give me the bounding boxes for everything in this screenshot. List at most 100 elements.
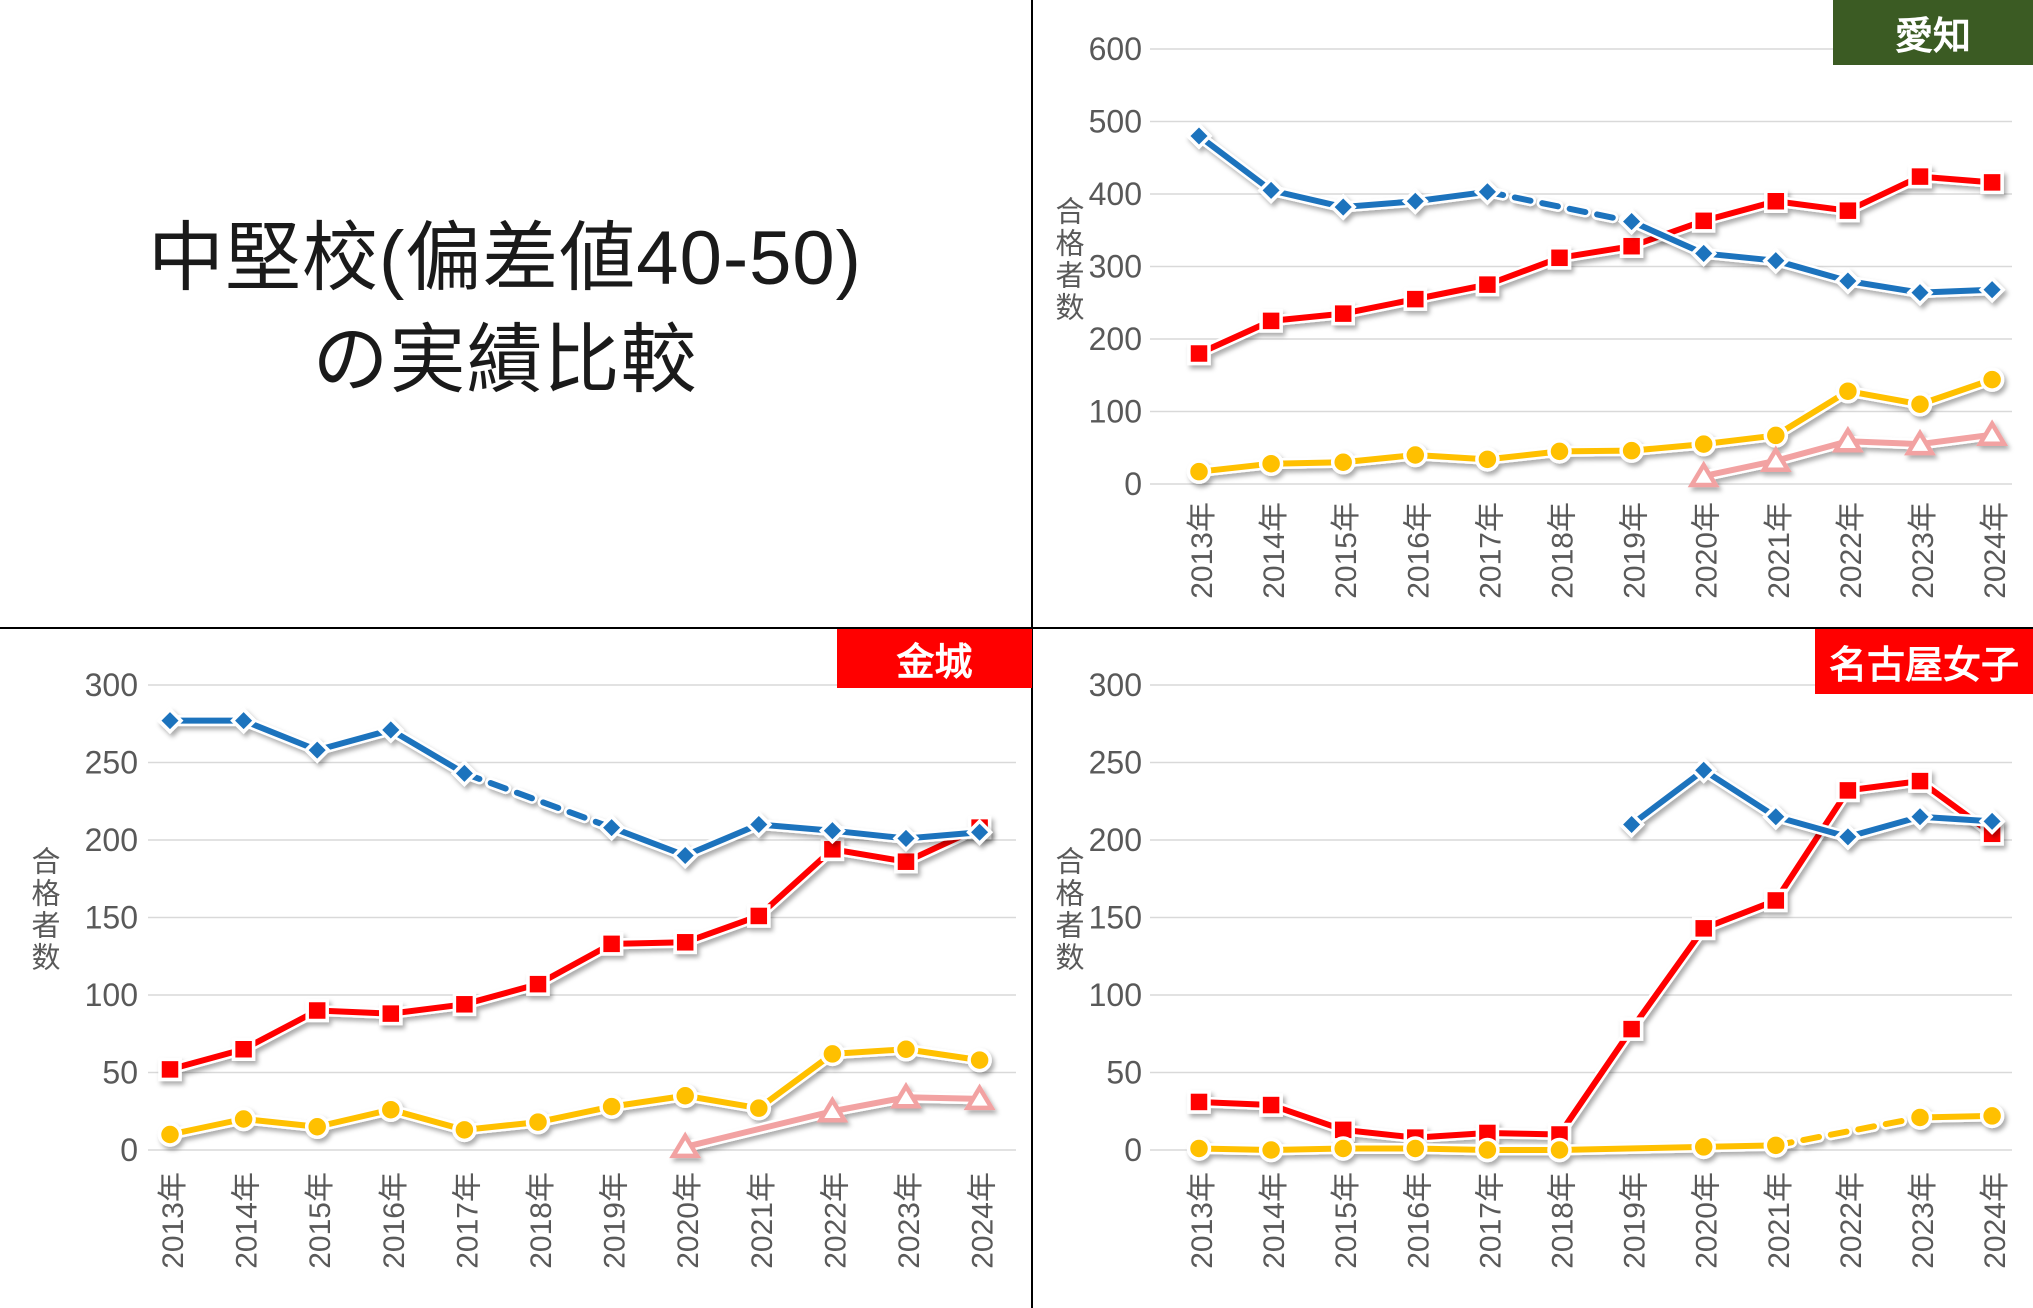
marker-diamond: [1690, 756, 1718, 784]
segment: [314, 1106, 394, 1130]
y-tick-label: 100: [1089, 394, 1142, 430]
marker-circle: [1979, 367, 2005, 392]
x-tick-label: 2022年: [1835, 1172, 1868, 1269]
y-tick-label: 200: [1089, 321, 1142, 357]
chart-nagoya-joshi: 0 50 100 150 200 250 300 2013年 2014年 2015年 2016年 20…: [1089, 667, 2012, 1269]
marker-circle: [1475, 1137, 1500, 1163]
segment: [1772, 813, 1851, 840]
y-tick-label: 100: [1089, 977, 1142, 1013]
y-tick-label: 0: [1124, 466, 1142, 502]
series-blue-diamond: [1185, 122, 2006, 307]
marker-circle: [893, 1037, 919, 1062]
y-tick-label: 400: [1089, 176, 1142, 212]
x-tick-label: 2017年: [1474, 502, 1507, 599]
x-tick-label: 2016年: [1402, 502, 1435, 599]
marker-diamond: [598, 814, 626, 842]
marker-diamond: [1762, 803, 1790, 831]
marker-square: [1547, 246, 1572, 270]
line: [167, 1046, 983, 1138]
marker-square: [599, 932, 624, 956]
marker-circle: [1186, 459, 1212, 484]
marker-diamond: [377, 716, 405, 744]
x-tick-label: 2018年: [525, 1172, 558, 1269]
marker-square: [1187, 1090, 1211, 1114]
segment: [829, 846, 909, 865]
x-tick-label: 2019年: [1619, 1172, 1652, 1269]
marker-triangle: [1976, 419, 2009, 446]
line: [1700, 431, 1996, 480]
y-axis-title-nagoya-joshi: 合格者数: [1051, 846, 1083, 974]
marker-circle: [1763, 423, 1789, 448]
segment: [903, 1046, 983, 1064]
x-tick-label: 2024年: [1979, 1172, 2012, 1269]
marker-diamond: [1834, 267, 1862, 295]
marker-square: [1259, 309, 1283, 333]
segment: [314, 726, 394, 754]
y-tick-label: 300: [1089, 667, 1142, 703]
marker-circle: [378, 1097, 404, 1122]
segment: [1268, 310, 1347, 324]
x-tick-label: 2018年: [1547, 1172, 1580, 1269]
y-tick-label: 0: [120, 1132, 138, 1168]
series-blue-diamond: [1618, 756, 2006, 851]
marker-circle: [1907, 1105, 1933, 1130]
marker-triangle: [890, 1081, 922, 1109]
badge-aichi: 愛知: [1833, 0, 2033, 65]
marker-triangle: [1831, 425, 1864, 453]
series-pink-triangle: [669, 1081, 996, 1159]
segment: [1772, 787, 1851, 904]
segment: [387, 726, 468, 777]
marker-square: [1619, 1017, 1644, 1041]
marker-circle: [1835, 378, 1861, 404]
marker-square: [1259, 1093, 1283, 1117]
segment: [829, 827, 909, 842]
x-tick-label: 2021年: [1763, 1172, 1796, 1269]
marker-circle: [820, 1041, 845, 1067]
marker-circle: [1258, 1137, 1284, 1163]
marker-diamond: [745, 811, 773, 838]
segment: [1556, 1026, 1635, 1138]
x-tick-label: 2021年: [746, 1172, 779, 1269]
x-tick-label: 2014年: [1258, 1172, 1291, 1269]
series-blue-diamond: [156, 707, 994, 869]
segment: [535, 1103, 615, 1126]
y-tick-label: 100: [85, 977, 138, 1013]
y-tick-label: 600: [1089, 31, 1142, 67]
marker-triangle: [1687, 460, 1720, 488]
segment: [535, 940, 615, 988]
x-tick-label: 2023年: [1907, 1172, 1940, 1269]
segment: [608, 939, 689, 947]
marker-diamond: [1906, 803, 1934, 831]
segment: [240, 717, 321, 754]
marker-square: [1691, 209, 1716, 233]
line: [682, 1094, 983, 1150]
x-tick-label: 2014年: [231, 1172, 264, 1269]
marker-square: [1331, 301, 1355, 326]
marker-circle: [1258, 451, 1284, 476]
marker-diamond: [1618, 811, 1646, 838]
x-tick-label: 2021年: [1763, 502, 1796, 599]
segment: [1484, 188, 1635, 225]
x-tick-label: 2022年: [1835, 502, 1868, 599]
segment: [1700, 897, 1779, 932]
segment: [167, 1046, 247, 1073]
line: [1196, 173, 1996, 357]
line: [167, 824, 983, 1073]
segment: [387, 1106, 468, 1133]
marker-circle: [1619, 438, 1644, 463]
marker-diamond: [1185, 122, 1213, 150]
marker-square: [1836, 198, 1860, 223]
marker-circle: [1330, 1136, 1356, 1161]
marker-diamond: [450, 759, 478, 787]
segment: [461, 770, 615, 831]
marker-square: [1475, 272, 1500, 297]
marker-square: [1764, 888, 1788, 913]
series-pink-triangle: [1687, 419, 2009, 488]
marker-circle: [157, 1122, 183, 1147]
marker-circle: [967, 1047, 992, 1073]
y-tick-label: 200: [1089, 822, 1142, 858]
x-tick-label: 2020年: [1691, 1172, 1724, 1269]
x-tick-label: 2020年: [672, 1172, 705, 1269]
marker-diamond: [303, 736, 331, 764]
segment: [1844, 173, 1923, 214]
